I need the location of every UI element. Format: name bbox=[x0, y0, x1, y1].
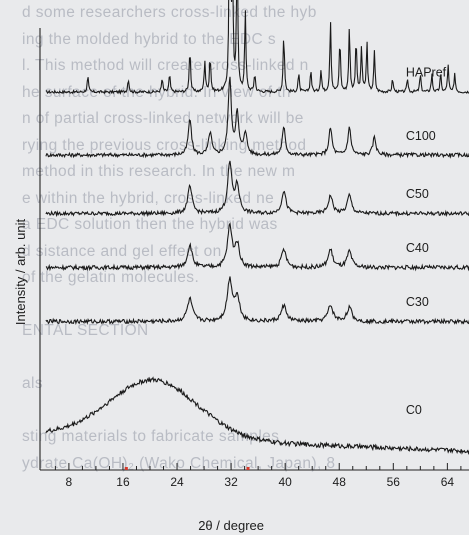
background-text-line: l. This method will create cross-linked … bbox=[22, 57, 309, 74]
background-text-line: of the gelatin molecules. bbox=[22, 269, 200, 286]
x-tick-label: 48 bbox=[333, 475, 347, 489]
series-label-c30: C30 bbox=[406, 295, 429, 309]
series-line-c0 bbox=[45, 376, 469, 456]
background-text-line: method in this research. In the new m bbox=[22, 163, 296, 180]
x-tick-label: 24 bbox=[170, 475, 184, 489]
background-text-line: e within the hybrid, cross-linked ne bbox=[22, 189, 275, 207]
series-label-c40: C40 bbox=[406, 241, 429, 255]
background-text-line: a EDC solution then the hybrid was bbox=[22, 216, 278, 233]
series-line-c50 bbox=[45, 160, 469, 218]
x-tick-label: 64 bbox=[441, 475, 455, 489]
plot-area: HAPref C100 C50 C40 C30 C0 8 16 24 32 40 48 56 64 bbox=[39, 0, 469, 489]
background-text-line: rying the previous cross-linking method bbox=[22, 136, 307, 154]
background-text-line: n of partial cross-linked network will b… bbox=[22, 110, 304, 127]
series-line-hapref bbox=[45, 0, 469, 95]
x-axis-label: 2θ / degree bbox=[198, 518, 264, 533]
background-text-line: als bbox=[22, 375, 44, 392]
axis-marker bbox=[124, 467, 128, 470]
background-text-line: ydrate Ca(OH)₂ (Wako Chemical, Japan), 8 bbox=[22, 454, 336, 472]
series-line-c100 bbox=[45, 76, 469, 159]
series-label-c100: C100 bbox=[406, 129, 436, 143]
background-text-line: d sistance and gel effect on bbox=[22, 242, 222, 260]
background-text-line: ing the molded hybrid to the EDC s bbox=[22, 30, 276, 48]
x-tick-label: 40 bbox=[278, 475, 292, 489]
y-axis-label: Intensity / arb. unit bbox=[13, 219, 28, 326]
series-label-c50: C50 bbox=[406, 187, 429, 201]
background-text-line: d some researchers cross-linked the hyb bbox=[22, 4, 317, 21]
x-tick-label: 32 bbox=[224, 475, 238, 489]
x-tick-label: 8 bbox=[66, 475, 73, 489]
series-label-c0: C0 bbox=[406, 403, 422, 417]
axis-marker bbox=[246, 467, 250, 470]
x-tick-label: 56 bbox=[387, 475, 401, 489]
x-tick-label: 16 bbox=[116, 475, 130, 489]
background-text-line: ENTAL SECTION bbox=[22, 322, 149, 339]
series-label-hapref: HAPref bbox=[406, 65, 447, 79]
series-line-c40 bbox=[45, 222, 469, 272]
series-line-c30 bbox=[45, 276, 469, 326]
background-text-line: sting materials to fabricate samples bbox=[22, 428, 280, 445]
